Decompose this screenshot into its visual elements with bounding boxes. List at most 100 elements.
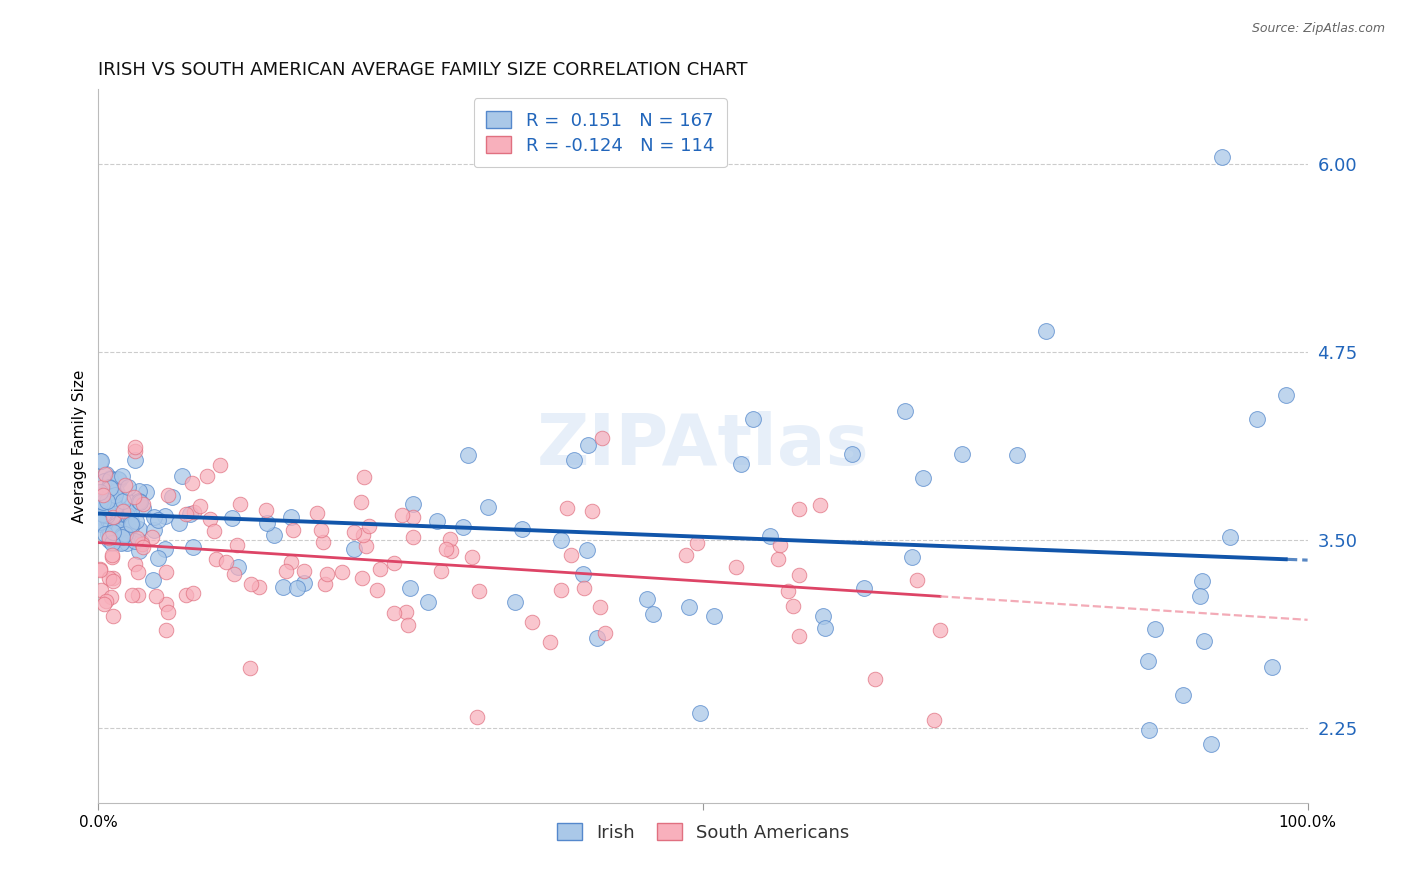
- Point: [188, 500, 211, 514]
- Point: [181, 586, 204, 600]
- Point: [160, 490, 183, 504]
- Point: [382, 606, 405, 620]
- Point: [103, 473, 125, 487]
- Point: [352, 528, 374, 542]
- Point: [787, 502, 810, 516]
- Point: [229, 497, 252, 511]
- Point: [215, 555, 238, 569]
- Point: [368, 562, 391, 576]
- Point: [1192, 633, 1215, 648]
- Point: [101, 536, 124, 550]
- Point: [202, 524, 225, 538]
- Point: [108, 489, 131, 503]
- Point: [98, 479, 121, 493]
- Point: [1274, 388, 1296, 402]
- Point: [205, 551, 228, 566]
- Point: [124, 452, 146, 467]
- Point: [98, 526, 121, 541]
- Point: [312, 535, 335, 549]
- Point: [108, 474, 131, 488]
- Point: [787, 629, 810, 643]
- Point: [90, 583, 112, 598]
- Point: [1199, 737, 1222, 751]
- Point: [353, 470, 375, 484]
- Point: [101, 499, 124, 513]
- Point: [1144, 622, 1167, 636]
- Point: [725, 559, 748, 574]
- Point: [121, 588, 143, 602]
- Point: [894, 404, 917, 418]
- Point: [402, 510, 425, 524]
- Point: [91, 507, 114, 521]
- Point: [94, 594, 117, 608]
- Point: [120, 514, 142, 528]
- Point: [776, 584, 799, 599]
- Point: [330, 565, 353, 579]
- Point: [124, 441, 146, 455]
- Point: [100, 472, 122, 486]
- Point: [98, 471, 121, 485]
- Point: [89, 454, 111, 468]
- Point: [1137, 654, 1160, 668]
- Point: [183, 505, 205, 519]
- Point: [91, 480, 114, 494]
- Point: [343, 524, 366, 539]
- Point: [591, 431, 613, 445]
- Point: [103, 507, 125, 521]
- Point: [118, 506, 141, 520]
- Point: [112, 516, 135, 531]
- Point: [730, 457, 752, 471]
- Point: [468, 584, 491, 599]
- Point: [557, 501, 579, 516]
- Point: [93, 508, 115, 522]
- Point: [766, 551, 789, 566]
- Point: [922, 713, 945, 727]
- Point: [98, 530, 121, 544]
- Point: [104, 483, 127, 498]
- Point: [221, 511, 243, 525]
- Point: [477, 500, 499, 515]
- Point: [174, 507, 197, 521]
- Point: [89, 504, 111, 518]
- Point: [131, 541, 153, 555]
- Point: [143, 523, 166, 537]
- Point: [89, 494, 111, 508]
- Point: [98, 533, 121, 548]
- Point: [121, 496, 143, 510]
- Point: [503, 595, 526, 609]
- Point: [94, 514, 117, 528]
- Point: [1188, 589, 1211, 603]
- Point: [90, 454, 112, 468]
- Point: [1219, 530, 1241, 544]
- Point: [128, 495, 150, 509]
- Point: [678, 600, 700, 615]
- Point: [209, 458, 232, 472]
- Point: [94, 484, 117, 499]
- Point: [100, 489, 122, 503]
- Point: [395, 606, 418, 620]
- Point: [643, 607, 665, 622]
- Point: [122, 491, 145, 505]
- Point: [274, 564, 297, 578]
- Point: [105, 524, 128, 538]
- Point: [226, 559, 249, 574]
- Point: [93, 489, 115, 503]
- Point: [93, 597, 115, 611]
- Point: [89, 515, 111, 529]
- Point: [89, 506, 111, 520]
- Point: [110, 535, 132, 549]
- Point: [343, 542, 366, 557]
- Point: [111, 468, 134, 483]
- Point: [382, 556, 405, 570]
- Point: [141, 530, 163, 544]
- Point: [111, 528, 134, 542]
- Point: [101, 609, 124, 624]
- Point: [108, 522, 131, 536]
- Point: [101, 548, 124, 562]
- Point: [110, 535, 132, 549]
- Point: [810, 498, 832, 512]
- Point: [686, 536, 709, 550]
- Point: [426, 514, 449, 528]
- Point: [157, 606, 180, 620]
- Point: [564, 453, 586, 467]
